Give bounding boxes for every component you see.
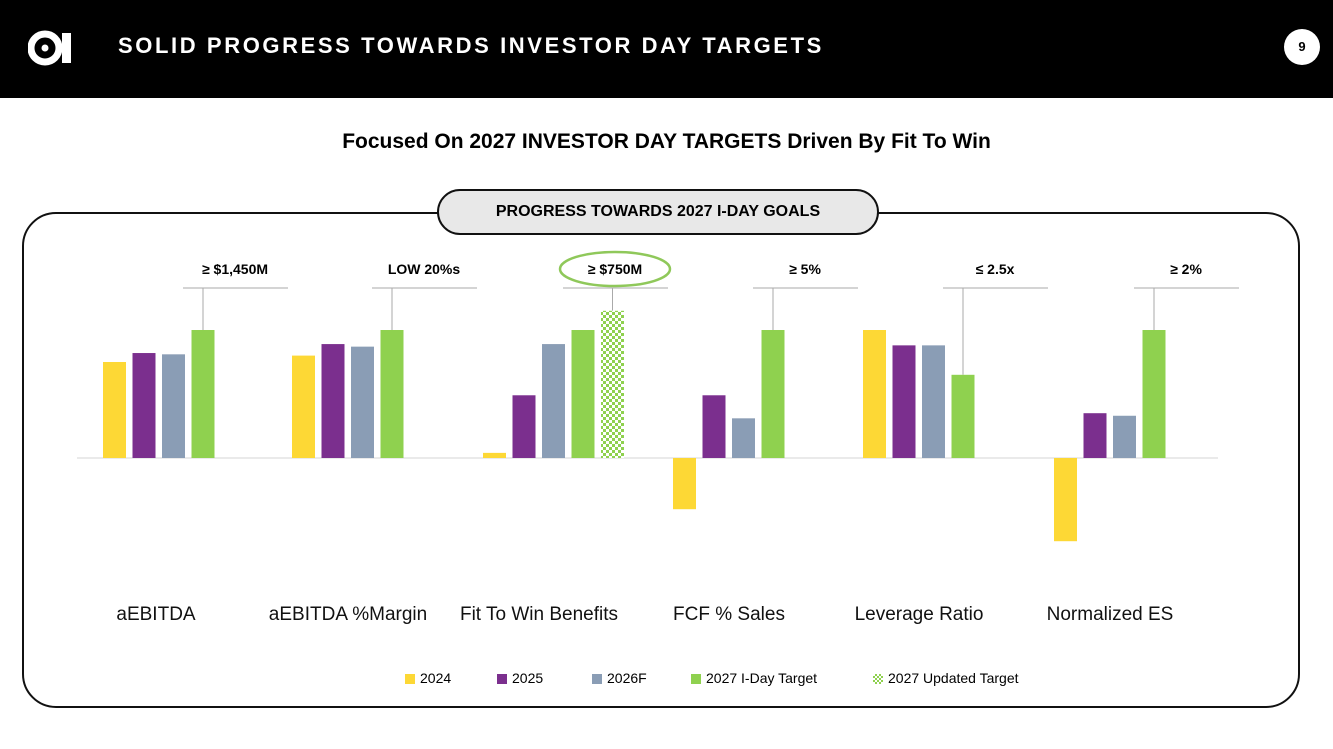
target-label: ≤ 2.5x	[976, 261, 1015, 277]
category-label: aEBITDA	[116, 604, 196, 625]
page-title: SOLID PROGRESS TOWARDS INVESTOR DAY TARG…	[118, 33, 824, 58]
oi-logo-icon	[28, 30, 71, 66]
bar-2027-i-day-target-4	[951, 374, 975, 458]
category-label: Normalized ES	[1047, 604, 1174, 625]
panel-pill-label: PROGRESS TOWARDS 2027 I-DAY GOALS	[437, 189, 879, 235]
header-bar: SOLID PROGRESS TOWARDS INVESTOR DAY TARG…	[0, 0, 1333, 98]
bar-2027-i-day-target-0	[191, 330, 215, 458]
bar-2027-i-day-target-5	[1142, 330, 1166, 458]
bar-2024-4	[863, 330, 886, 458]
category-label: aEBITDA %Margin	[269, 604, 427, 625]
bar-2025-0	[132, 353, 156, 458]
legend-item: 2025	[497, 668, 543, 688]
bar-2026f-0	[162, 354, 185, 458]
legend-label: 2024	[420, 670, 452, 686]
legend-item: 2027 Updated Target	[873, 668, 1019, 688]
bar-2025-3	[702, 395, 726, 458]
category-label: Leverage Ratio	[855, 604, 984, 625]
legend-label: 2025	[512, 670, 544, 686]
category-label: FCF % Sales	[673, 604, 785, 625]
legend-swatch	[405, 674, 415, 684]
target-label: ≥ $1,450M	[202, 261, 268, 277]
legend-label: 2026F	[607, 670, 647, 686]
highlight-circle	[558, 250, 672, 288]
legend-label: 2027 Updated Target	[888, 670, 1019, 686]
bar-2026f-1	[351, 346, 374, 458]
bar-2025-5	[1083, 413, 1107, 458]
page-number-badge: 9	[1284, 29, 1320, 65]
slide-subtitle: Focused On 2027 INVESTOR DAY TARGETS Dri…	[342, 130, 991, 153]
legend-swatch	[873, 674, 883, 684]
legend-swatch	[691, 674, 701, 684]
bar-2024-2	[483, 452, 506, 458]
target-label: LOW 20%s	[388, 261, 461, 277]
legend-swatch	[592, 674, 602, 684]
bar-2024-5	[1054, 458, 1077, 542]
chart-legend: 2024 2025 2026F 2027 I-Day Target 2027 Updat…	[0, 668, 1333, 688]
bar-2026f-5	[1113, 415, 1136, 458]
target-label: ≥ $750M	[588, 261, 642, 277]
bar-2025-2	[512, 395, 536, 458]
bar-2026f-3	[732, 418, 755, 458]
bar-2024-0	[103, 362, 126, 458]
legend-item: 2026F	[592, 668, 647, 688]
bar-2025-4	[892, 345, 916, 458]
bar-2027-i-day-target-1	[380, 330, 404, 458]
bar-2027-i-day-target-3	[761, 330, 785, 458]
bar-2027-i-day-target-2	[571, 330, 595, 458]
target-label: ≥ 2%	[1170, 261, 1202, 277]
bar-2026f-2	[542, 344, 565, 458]
bar-2026f-4	[922, 345, 945, 458]
bar-2024-1	[292, 355, 315, 458]
legend-item: 2027 I-Day Target	[691, 668, 817, 688]
legend-item: 2024	[405, 668, 451, 688]
bar-2025-1	[321, 344, 345, 458]
target-label: ≥ 5%	[789, 261, 821, 277]
legend-label: 2027 I-Day Target	[706, 670, 818, 686]
legend-swatch	[497, 674, 507, 684]
bar-2027-updated-target-2	[601, 310, 624, 458]
bar-2024-3	[673, 458, 696, 510]
category-label: Fit To Win Benefits	[460, 604, 618, 625]
